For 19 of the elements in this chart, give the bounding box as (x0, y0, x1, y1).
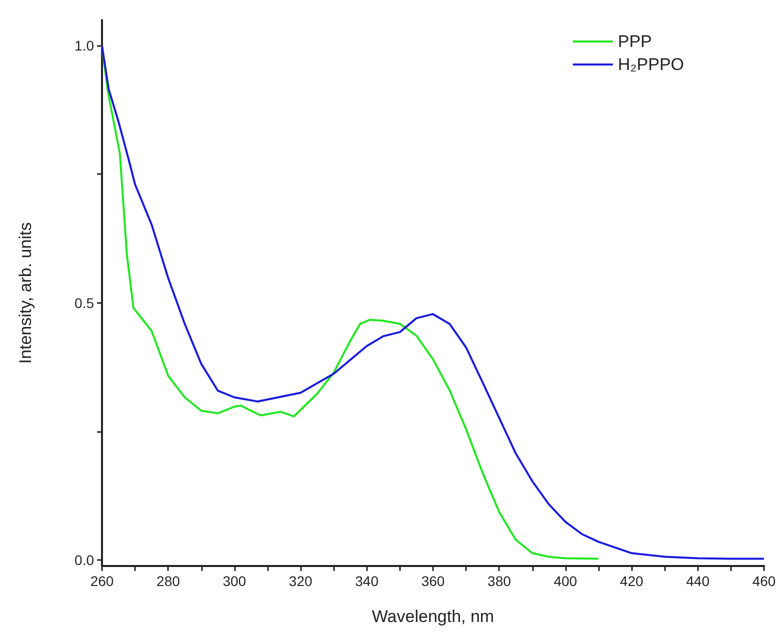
x-tick-label: 380 (488, 573, 512, 589)
x-tick-label: 400 (554, 573, 578, 589)
x-tick-label: 260 (90, 573, 114, 589)
line-series (101, 44, 600, 560)
y-axis-title: Intensity, arb. units (16, 222, 35, 364)
x-tick-label: 440 (686, 573, 710, 589)
x-tick-label: 320 (288, 573, 312, 589)
x-tick-label: 280 (156, 573, 180, 589)
legend-label: H₂PPPO (618, 55, 684, 74)
y-tick-label: 1.0 (74, 38, 94, 54)
y-tick-label: 0.5 (74, 294, 94, 311)
legend-label: PPP (618, 32, 652, 51)
y-tick-label: 0.0 (74, 552, 94, 568)
x-tick-label: 300 (222, 573, 246, 589)
x-tick-label: 340 (355, 573, 379, 589)
x-tick-label: 460 (752, 573, 776, 589)
x-tick-label: 420 (620, 573, 644, 589)
x-tick-label: 360 (421, 573, 445, 589)
x-axis-title: Wavelength, nm (372, 607, 494, 626)
